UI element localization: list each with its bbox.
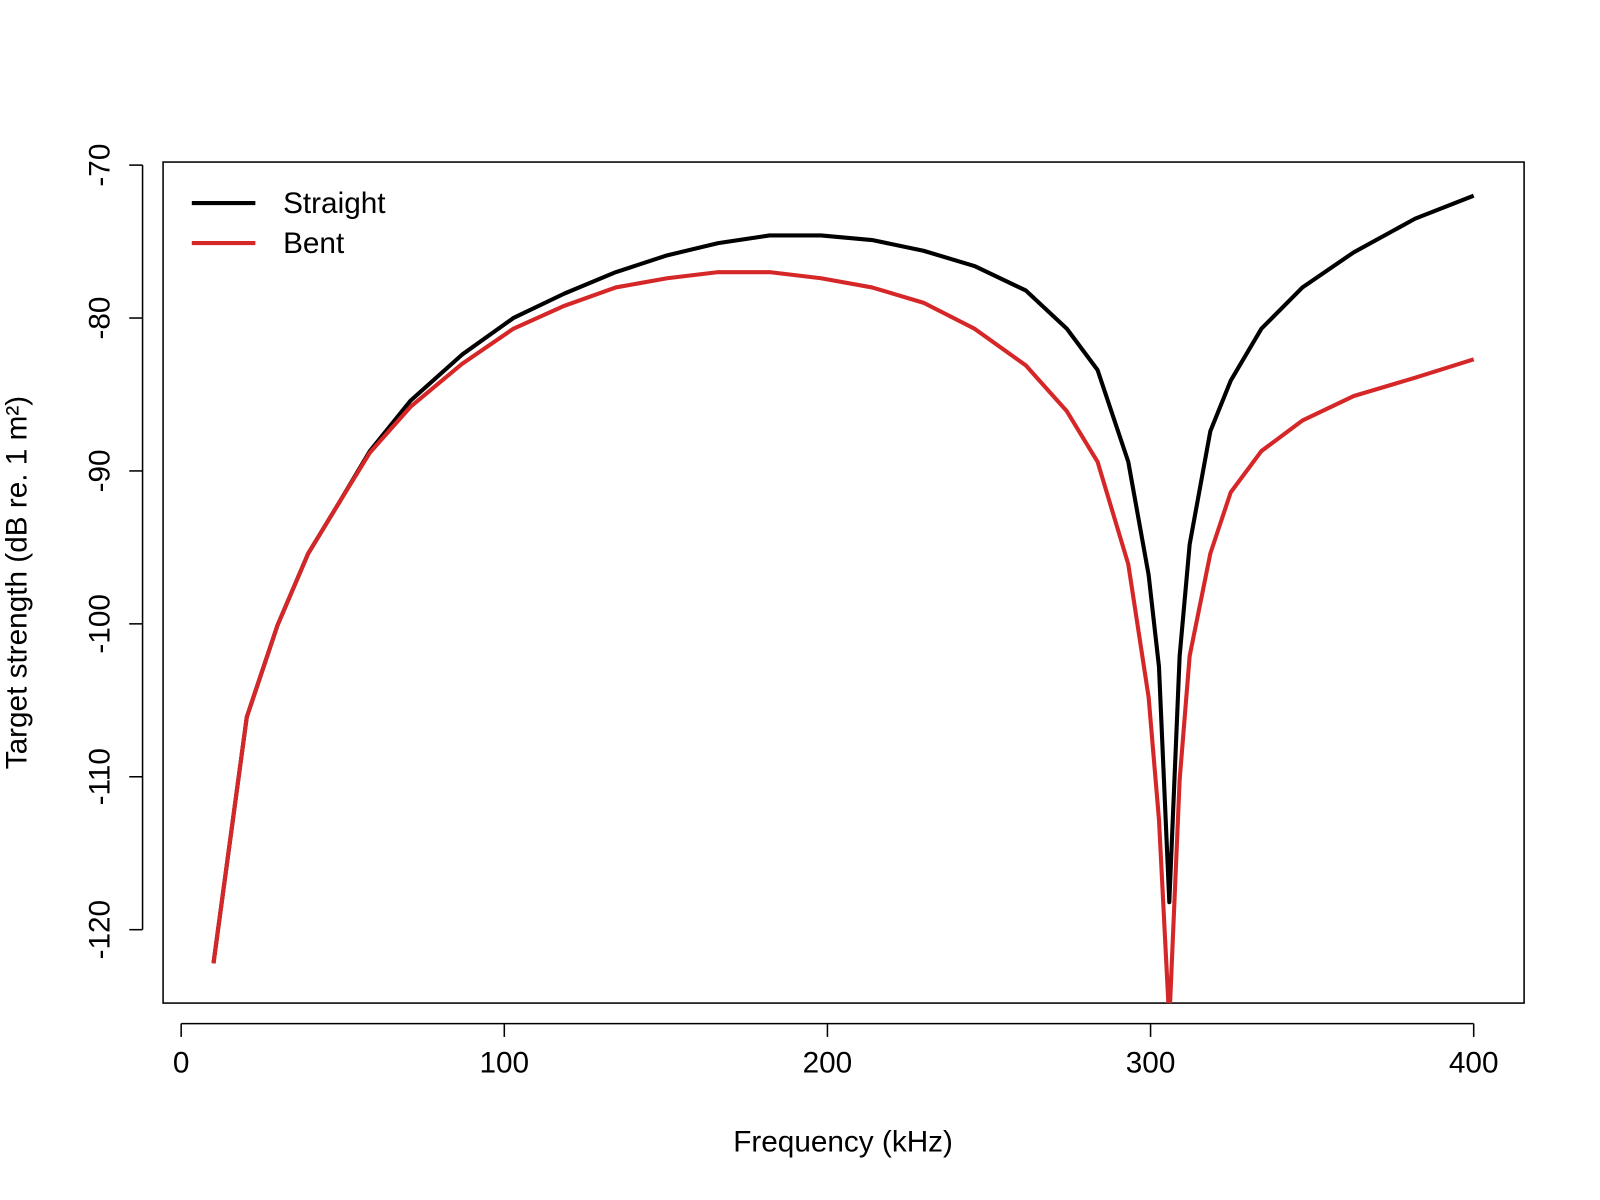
legend-label: Bent bbox=[283, 227, 345, 260]
y-tick-label: -110 bbox=[83, 748, 116, 805]
data-line bbox=[211, 193, 1475, 964]
x-tick-label: 400 bbox=[1449, 1046, 1499, 1079]
y-tick-label: -100 bbox=[83, 594, 116, 654]
y-tick-label: -120 bbox=[83, 900, 116, 960]
x-axis-title: Frequency (kHz) bbox=[733, 1125, 953, 1158]
y-tick-label: -90 bbox=[83, 449, 116, 492]
x-tick-label: 100 bbox=[479, 1046, 529, 1079]
y-tick-label: -80 bbox=[83, 297, 116, 340]
x-tick-label: 200 bbox=[803, 1046, 853, 1079]
plot-area bbox=[211, 193, 1475, 1004]
y-axis-title: Target strength (dB re. 1 m²) bbox=[0, 396, 33, 769]
legend-label: Straight bbox=[283, 187, 386, 220]
x-tick-label: 300 bbox=[1126, 1046, 1176, 1079]
x-tick-label: 0 bbox=[173, 1046, 190, 1079]
data-line bbox=[211, 270, 1475, 1004]
plot-box bbox=[162, 161, 1525, 1004]
y-tick-label: -70 bbox=[83, 144, 116, 187]
